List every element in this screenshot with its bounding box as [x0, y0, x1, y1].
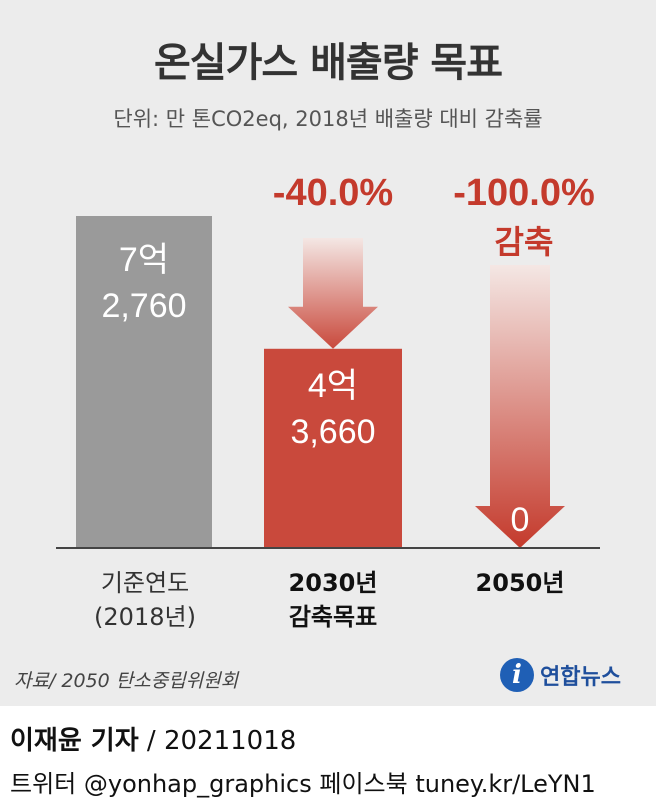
reporter-date: / 20211018	[138, 726, 297, 756]
reduction-label-1: -100.0%	[453, 172, 595, 214]
bar-value-line2: 2,760	[101, 287, 187, 325]
bar-value-line1: 4억	[307, 367, 359, 405]
social-links: 트위터 @yonhap_graphics 페이스북 tuney.kr/LeYN1	[10, 770, 596, 798]
reporter-line: 이재윤 기자 / 20211018	[10, 720, 296, 757]
bar-chart: -40.0% -100.0% 감축	[56, 172, 600, 549]
bar-value-label-baseline: 7억 2,760	[76, 237, 212, 329]
category-line1: 기준연도	[100, 569, 190, 597]
reporter-name: 이재윤 기자	[10, 726, 139, 756]
reduction-arrow-0	[288, 238, 378, 349]
reduction-label-0: -40.0%	[273, 172, 393, 214]
chart-subtitle: 단위: 만 톤CO2eq, 2018년 배출량 대비 감축률	[113, 107, 543, 131]
infographic-card: 온실가스 배출량 목표 단위: 만 톤CO2eq, 2018년 배출량 대비 감…	[0, 0, 656, 706]
yonhap-logo-icon: i	[500, 658, 534, 692]
category-label-baseline: 기준연도 (2018년)	[60, 566, 230, 634]
bar-value-line2: 3,660	[290, 413, 376, 451]
category-line1: 2050년	[475, 569, 565, 597]
source-note: 자료/ 2050 탄소중립위원회	[14, 670, 239, 692]
bar-value-line1: 7억	[118, 241, 170, 279]
category-label-2030: 2030년 감축목표	[250, 566, 416, 634]
reduction-sub-label-1: 감축	[495, 223, 554, 261]
yonhap-logo-text: 연합뉴스	[540, 665, 621, 690]
bar-value-label-2030: 4억 3,660	[264, 363, 402, 455]
bar-1	[264, 348, 402, 548]
bar-0	[76, 216, 212, 548]
category-line2: (2018년)	[94, 603, 196, 631]
category-line1: 2030년	[288, 569, 378, 597]
chart-title: 온실가스 배출량 목표	[153, 40, 503, 86]
reduction-arrow-1	[475, 265, 565, 548]
category-label-2050: 2050년	[440, 566, 600, 600]
category-line2: 감축목표	[288, 603, 378, 631]
yonhap-logo: i 연합뉴스	[500, 655, 621, 695]
bar-value-line1: 0	[510, 501, 530, 539]
bar-value-label-2050: 0	[470, 497, 570, 543]
